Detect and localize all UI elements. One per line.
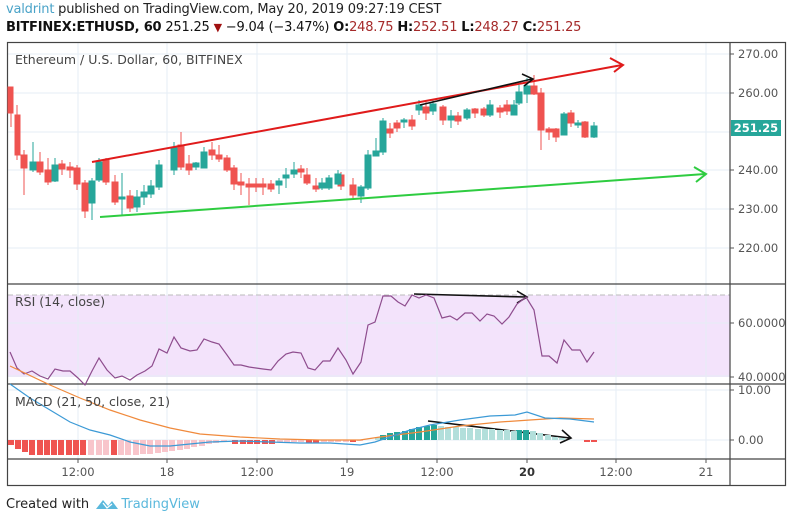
time-axis-label: 19 xyxy=(339,465,355,479)
publisher-link[interactable]: valdrint xyxy=(6,2,55,17)
price-axis-label: 260.00 xyxy=(738,86,779,100)
created-with-text: Created with xyxy=(6,497,90,512)
resistance-line xyxy=(91,57,625,163)
rsi-band xyxy=(8,295,730,377)
low-label: L: xyxy=(461,20,475,35)
open-label: O: xyxy=(333,20,350,35)
pane-borders xyxy=(6,41,787,487)
macd-pane-title: MACD (21, 50, close, 21) xyxy=(15,394,170,409)
price-axis-label: 230.00 xyxy=(738,202,779,216)
high-value: 252.51 xyxy=(413,20,458,35)
tradingview-brand-link[interactable]: TradingView xyxy=(121,497,200,512)
published-text: published on TradingView.com, May 20, 20… xyxy=(54,2,442,17)
price-axis-label: 220.00 xyxy=(738,241,779,255)
macd-line xyxy=(9,383,595,447)
triangle-down-icon: ▼ xyxy=(213,21,222,34)
time-axis-label: 12:00 xyxy=(420,465,454,479)
last-price: 251.25 xyxy=(165,20,210,35)
low-value: 248.27 xyxy=(474,20,519,35)
price-divergence-arrow xyxy=(419,73,535,106)
rsi-pane-title: RSI (14, close) xyxy=(15,294,106,309)
high-label: H: xyxy=(397,20,414,35)
rsi-line xyxy=(9,294,595,387)
macd-axis-label: 0.00 xyxy=(738,433,764,447)
publish-info: valdrint published on TradingView.com, M… xyxy=(6,2,441,17)
time-axis-label: 20 xyxy=(518,465,536,479)
close-value: 251.25 xyxy=(536,20,582,35)
support-line xyxy=(99,166,708,218)
time-axis-label: 12:00 xyxy=(240,465,274,479)
footer: Created with TradingView xyxy=(6,497,200,512)
time-axis-label: 12:00 xyxy=(599,465,633,479)
main-pane-title: Ethereum / U.S. Dollar, 60, BITFINEX xyxy=(15,52,243,67)
symbol-info: BITFINEX:ETHUSD, 60 251.25 ▼ −9.04 (−3.4… xyxy=(6,20,581,35)
price-axis-label: 240.00 xyxy=(738,163,779,177)
open-value: 248.75 xyxy=(349,20,394,35)
time-axis-label: 18 xyxy=(159,465,175,479)
axis-ticks xyxy=(77,53,734,463)
price-axis-label: 270.00 xyxy=(738,47,779,61)
tradingview-logo-icon xyxy=(96,500,119,509)
price-change: −9.04 (−3.47%) xyxy=(225,20,330,35)
close-label: C: xyxy=(522,20,538,35)
last-price-tag: 251.25 xyxy=(731,120,781,136)
candlesticks xyxy=(7,75,598,220)
trendlines[interactable] xyxy=(91,57,708,444)
rsi-axis-label: 40.0000 xyxy=(738,370,786,384)
symbol-label: BITFINEX:ETHUSD, 60 xyxy=(6,20,162,35)
time-axis-label: 21 xyxy=(698,465,714,479)
macd-axis-label: 10.00 xyxy=(738,383,771,397)
macd-signal-line xyxy=(9,365,595,441)
time-axis-label: 12:00 xyxy=(61,465,95,479)
rsi-axis-label: 60.0000 xyxy=(738,316,786,330)
